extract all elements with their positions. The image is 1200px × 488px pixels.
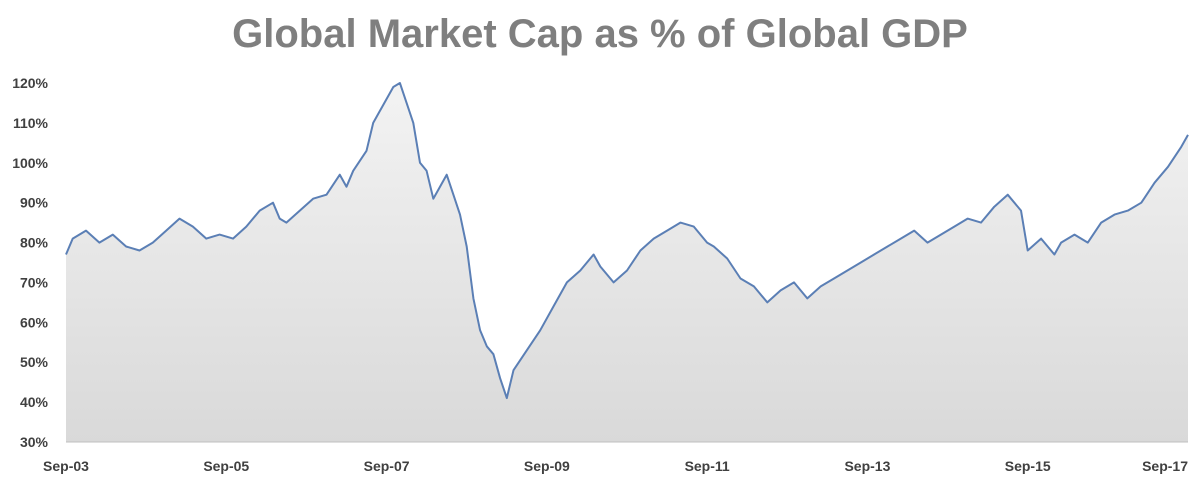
y-tick-label: 50%	[20, 354, 49, 370]
y-tick-label: 80%	[20, 235, 49, 251]
x-tick-labels: Sep-03 Sep-05 Sep-07 Sep-09 Sep-11 Sep-13 Sep-…	[43, 458, 1188, 474]
x-tick-label: Sep-05	[203, 458, 249, 474]
y-tick-labels: 30% 40% 50% 60% 70% 80% 90% 100% 110% 120%	[12, 75, 48, 450]
x-tick-label: Sep-03	[43, 458, 89, 474]
x-tick-label: Sep-11	[685, 458, 730, 474]
y-tick-label: 70%	[20, 274, 49, 290]
area-layer	[65, 82, 1189, 442]
y-tick-label: 100%	[12, 155, 48, 171]
x-tick-label: Sep-17	[1142, 458, 1188, 474]
y-tick-label: 30%	[20, 434, 49, 450]
y-tick-label: 110%	[13, 115, 49, 131]
x-tick-label: Sep-13	[844, 458, 890, 474]
x-tick-label: Sep-07	[364, 458, 410, 474]
y-tick-label: 60%	[20, 314, 49, 330]
y-tick-label: 90%	[20, 195, 49, 211]
series-area-fill	[66, 83, 1188, 442]
y-tick-label: 120%	[12, 75, 48, 91]
y-tick-label: 40%	[20, 394, 49, 410]
series-line	[65, 82, 1189, 400]
x-tick-label: Sep-15	[1005, 458, 1051, 474]
x-tick-label: Sep-09	[524, 458, 570, 474]
chart-title: Global Market Cap as % of Global GDP	[232, 12, 968, 56]
